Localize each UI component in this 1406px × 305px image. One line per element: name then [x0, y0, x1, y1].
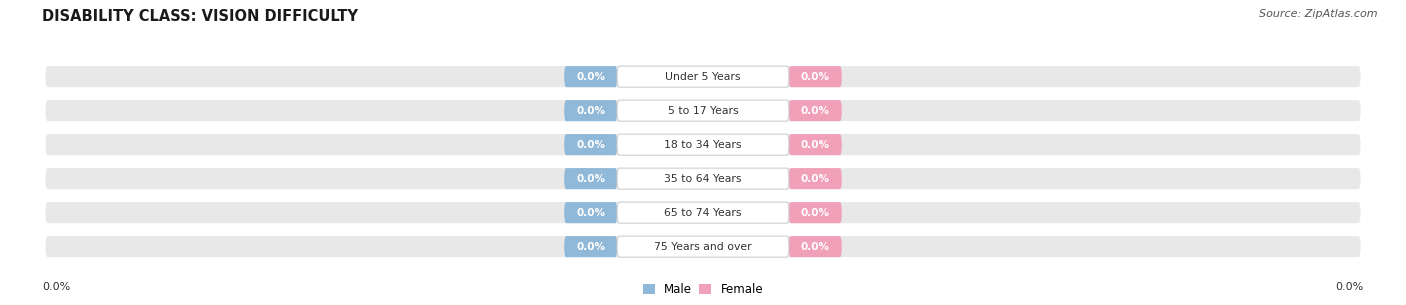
FancyBboxPatch shape [789, 168, 842, 189]
Text: 0.0%: 0.0% [801, 140, 830, 150]
Text: 0.0%: 0.0% [801, 174, 830, 184]
FancyBboxPatch shape [564, 202, 617, 223]
FancyBboxPatch shape [45, 134, 1361, 155]
FancyBboxPatch shape [617, 202, 789, 223]
Text: 0.0%: 0.0% [576, 106, 605, 116]
FancyBboxPatch shape [789, 66, 842, 87]
FancyBboxPatch shape [564, 100, 617, 121]
FancyBboxPatch shape [564, 168, 617, 189]
FancyBboxPatch shape [789, 202, 842, 223]
FancyBboxPatch shape [789, 100, 842, 121]
Text: 0.0%: 0.0% [42, 282, 70, 292]
Legend: Male, Female: Male, Female [643, 283, 763, 296]
Text: Under 5 Years: Under 5 Years [665, 72, 741, 82]
FancyBboxPatch shape [617, 168, 789, 189]
Text: Source: ZipAtlas.com: Source: ZipAtlas.com [1260, 9, 1378, 19]
Text: 0.0%: 0.0% [801, 106, 830, 116]
Text: 0.0%: 0.0% [576, 140, 605, 150]
FancyBboxPatch shape [564, 236, 617, 257]
Text: 0.0%: 0.0% [576, 72, 605, 82]
FancyBboxPatch shape [789, 134, 842, 155]
FancyBboxPatch shape [45, 66, 1361, 87]
Text: 75 Years and over: 75 Years and over [654, 242, 752, 252]
FancyBboxPatch shape [617, 100, 789, 121]
Text: 0.0%: 0.0% [1336, 282, 1364, 292]
Text: 0.0%: 0.0% [801, 208, 830, 218]
Text: 0.0%: 0.0% [576, 242, 605, 252]
FancyBboxPatch shape [617, 66, 789, 87]
FancyBboxPatch shape [45, 236, 1361, 257]
FancyBboxPatch shape [45, 168, 1361, 189]
Text: DISABILITY CLASS: VISION DIFFICULTY: DISABILITY CLASS: VISION DIFFICULTY [42, 9, 359, 24]
Text: 0.0%: 0.0% [576, 174, 605, 184]
Text: 0.0%: 0.0% [801, 242, 830, 252]
FancyBboxPatch shape [617, 134, 789, 155]
Text: 65 to 74 Years: 65 to 74 Years [664, 208, 742, 218]
FancyBboxPatch shape [617, 236, 789, 257]
Text: 18 to 34 Years: 18 to 34 Years [664, 140, 742, 150]
FancyBboxPatch shape [45, 100, 1361, 121]
FancyBboxPatch shape [789, 236, 842, 257]
Text: 35 to 64 Years: 35 to 64 Years [664, 174, 742, 184]
FancyBboxPatch shape [45, 202, 1361, 223]
Text: 0.0%: 0.0% [801, 72, 830, 82]
FancyBboxPatch shape [564, 134, 617, 155]
Text: 0.0%: 0.0% [576, 208, 605, 218]
Text: 5 to 17 Years: 5 to 17 Years [668, 106, 738, 116]
FancyBboxPatch shape [564, 66, 617, 87]
